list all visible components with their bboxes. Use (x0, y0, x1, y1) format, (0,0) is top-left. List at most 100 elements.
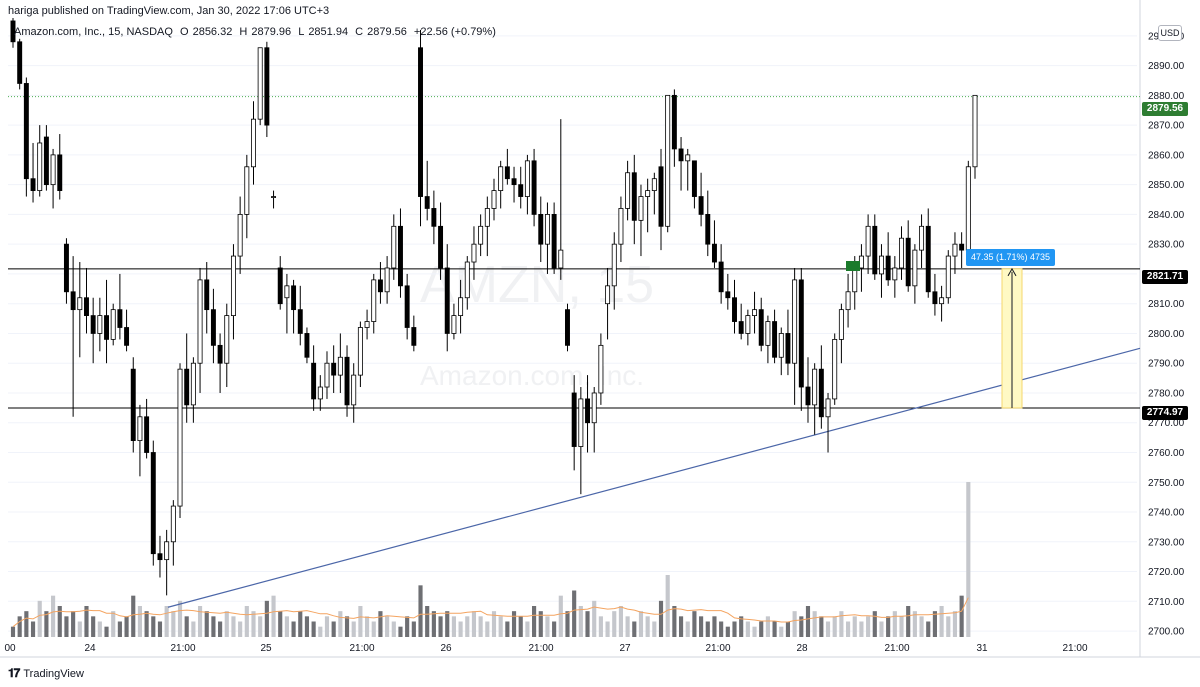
candle-body (351, 374, 357, 406)
y-tick-label: 2860.00 (1148, 150, 1185, 161)
candle-body (631, 172, 637, 221)
brand-text: TradingView (23, 667, 84, 680)
candle-body (939, 297, 945, 305)
volume-bar (825, 621, 831, 637)
candle-body (504, 166, 510, 180)
candle-body (625, 172, 631, 209)
volume-bar (318, 626, 323, 637)
volume-bar (578, 606, 583, 637)
candle-body (90, 315, 96, 334)
x-tick-label: 28 (796, 643, 808, 654)
candle-body (17, 41, 23, 84)
candle-body (785, 333, 791, 364)
trendline (167, 347, 1141, 608)
volume-bar (752, 626, 757, 637)
volume-bar (204, 611, 209, 637)
volume-bar (258, 616, 263, 637)
volume-bar (251, 611, 256, 637)
candle-body (30, 178, 36, 191)
candle-body (391, 225, 397, 269)
candle-body (805, 386, 811, 406)
candle-body (84, 297, 89, 316)
candle-body (959, 243, 965, 251)
candle-body (230, 255, 236, 316)
candle-body (538, 214, 544, 245)
candle-body (965, 166, 971, 251)
volume-bar (498, 616, 503, 637)
volume-bar (371, 621, 376, 637)
y-tick-label: 2740.00 (1148, 508, 1185, 519)
candle-body (190, 362, 196, 406)
candle-body (331, 362, 337, 376)
volume-bar (966, 482, 971, 637)
volume-bar (678, 616, 684, 637)
volume-bar (705, 621, 710, 637)
y-tick-label: 2750.00 (1148, 478, 1185, 489)
candle-body (524, 160, 530, 197)
volume-bar (799, 616, 804, 637)
y-tick-label: 2770.00 (1148, 418, 1185, 429)
candle-body (932, 291, 938, 305)
candle-body (63, 243, 69, 293)
candle-body (404, 285, 410, 328)
candle-body (130, 368, 136, 441)
volume-bar (719, 621, 724, 637)
volume-bar (157, 621, 163, 637)
candle-body (377, 279, 383, 293)
candle-body (484, 208, 490, 227)
volume-bar (859, 621, 864, 637)
volume-bar (745, 621, 750, 637)
candle-body (177, 368, 183, 507)
high-label: H (239, 26, 248, 38)
volume-bar (405, 616, 410, 637)
volume-bar (458, 621, 463, 637)
x-tick-label: 21:00 (1062, 643, 1087, 654)
candle-body (952, 243, 958, 257)
candle-body (458, 297, 464, 316)
x-tick-label: 26 (440, 643, 452, 654)
volume-bar (532, 606, 537, 637)
volume-bar (57, 606, 62, 637)
candle-body (598, 344, 604, 394)
volume-bar (438, 616, 443, 637)
volume-bar (478, 616, 483, 637)
candle-body (511, 178, 517, 186)
volume-bar (77, 621, 82, 637)
volume-bar (64, 616, 69, 637)
volume-bar (739, 616, 744, 637)
volume-bar (111, 611, 116, 637)
symbol-text: Amazon.com, Inc., 15, NASDAQ (14, 26, 173, 38)
open-label: O (180, 26, 189, 38)
candle-body (424, 196, 430, 209)
candle-body (738, 321, 744, 334)
y-tick-label: 2760.00 (1148, 448, 1185, 459)
candle-body (879, 255, 884, 275)
candle-body (217, 344, 223, 364)
volume-bar (565, 611, 570, 637)
volume-bar (879, 621, 884, 637)
candle-body (558, 249, 564, 269)
candle-body (885, 255, 891, 281)
volume-bar (117, 621, 122, 637)
volume-bar (812, 611, 817, 637)
volume-bar (819, 616, 824, 637)
candle-body (444, 267, 450, 334)
candle-body (698, 196, 704, 215)
volume-bar (899, 616, 904, 637)
candle-body (605, 285, 611, 305)
candle-body (845, 291, 851, 311)
candle-body (551, 214, 557, 269)
currency-badge[interactable]: USD (1158, 25, 1182, 41)
y-tick-label: 2720.00 (1148, 567, 1185, 578)
candle-body (224, 315, 230, 364)
candle-body (798, 279, 804, 388)
candle-body (304, 333, 310, 358)
volume-bar (505, 621, 510, 637)
candle-body (50, 154, 56, 186)
y-tick-label: 2880.00 (1148, 91, 1185, 102)
candle-body (411, 327, 417, 346)
candle-body (311, 362, 317, 400)
